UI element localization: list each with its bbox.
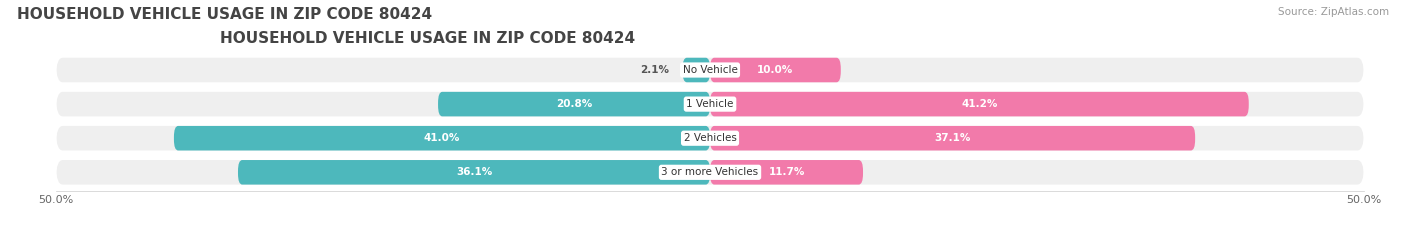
Text: No Vehicle: No Vehicle [682,65,738,75]
Text: 10.0%: 10.0% [758,65,793,75]
FancyBboxPatch shape [56,160,1364,185]
FancyBboxPatch shape [439,92,710,116]
Text: HOUSEHOLD VEHICLE USAGE IN ZIP CODE 80424: HOUSEHOLD VEHICLE USAGE IN ZIP CODE 8042… [17,7,432,22]
Text: 11.7%: 11.7% [768,167,804,177]
FancyBboxPatch shape [56,126,1364,151]
FancyBboxPatch shape [710,58,841,82]
Text: 1 Vehicle: 1 Vehicle [686,99,734,109]
Text: 3 or more Vehicles: 3 or more Vehicles [661,167,759,177]
FancyBboxPatch shape [56,92,1364,116]
Text: HOUSEHOLD VEHICLE USAGE IN ZIP CODE 80424: HOUSEHOLD VEHICLE USAGE IN ZIP CODE 8042… [219,31,636,46]
FancyBboxPatch shape [710,126,1195,151]
FancyBboxPatch shape [710,92,1249,116]
Text: 20.8%: 20.8% [555,99,592,109]
Text: 41.2%: 41.2% [962,99,998,109]
Text: 36.1%: 36.1% [456,167,492,177]
Text: 2.1%: 2.1% [641,65,669,75]
Text: 41.0%: 41.0% [423,133,460,143]
FancyBboxPatch shape [174,126,710,151]
FancyBboxPatch shape [710,160,863,185]
Text: Source: ZipAtlas.com: Source: ZipAtlas.com [1278,7,1389,17]
FancyBboxPatch shape [56,58,1364,82]
FancyBboxPatch shape [238,160,710,185]
Text: 2 Vehicles: 2 Vehicles [683,133,737,143]
Text: 37.1%: 37.1% [935,133,970,143]
FancyBboxPatch shape [682,58,710,82]
